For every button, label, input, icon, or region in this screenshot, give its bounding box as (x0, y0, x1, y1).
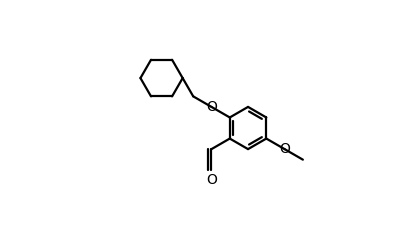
Text: O: O (279, 142, 290, 156)
Text: O: O (206, 100, 217, 114)
Text: O: O (206, 173, 217, 187)
